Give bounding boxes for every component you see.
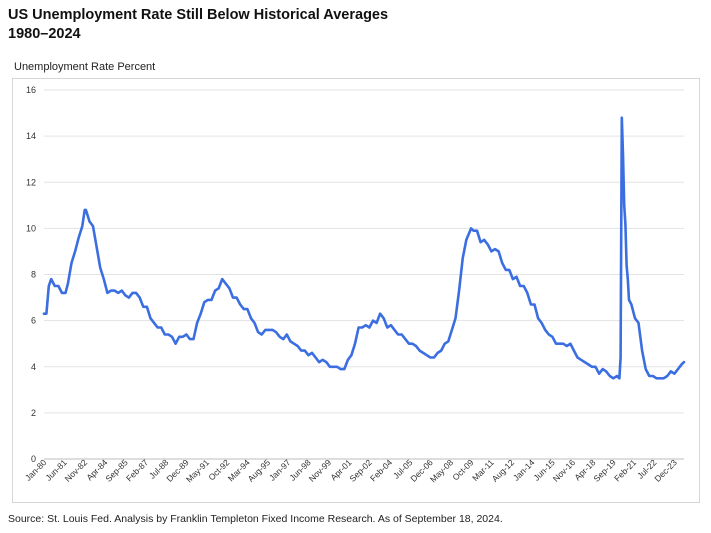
x-tick-label: Feb-87	[124, 457, 150, 483]
x-tick-label: May-91	[184, 457, 211, 484]
x-tick-label: Sep-19	[591, 457, 618, 484]
y-axis-label: Unemployment Rate Percent	[14, 61, 156, 73]
x-tick-label: Feb-21	[612, 457, 638, 483]
x-tick-labels: Jan-80Jun-81Nov-82Apr-84Sep-85Feb-87Jul-…	[23, 457, 679, 484]
gridlines	[44, 89, 684, 460]
y-tick-label: 8	[31, 270, 36, 280]
y-tick-label: 10	[26, 223, 36, 233]
chart-title-main: US Unemployment Rate Still Below Histori…	[8, 7, 389, 23]
x-tick-label: May-08	[428, 457, 455, 484]
chart-title: US Unemployment Rate Still Below Histori…	[8, 6, 688, 44]
x-tick-label: Nov-16	[551, 457, 578, 484]
x-tick-label: Jan-97	[267, 457, 293, 483]
y-tick-label: 2	[31, 408, 36, 418]
series-line	[42, 116, 686, 380]
series-lines	[42, 116, 686, 380]
x-tick-label: Sep-85	[103, 457, 130, 484]
chart-subtitle: 1980–2024	[8, 26, 81, 42]
y-tick-label: 12	[26, 177, 36, 187]
x-tick-label: Feb-04	[368, 457, 394, 483]
x-tick-label: Nov-82	[63, 457, 90, 484]
x-tick-label: Sep-02	[347, 457, 374, 484]
source-note: Source: St. Louis Fed. Analysis by Frank…	[8, 513, 503, 525]
chart-frame	[12, 78, 700, 503]
y-tick-label: 4	[31, 362, 36, 372]
y-tick-label: 14	[26, 131, 36, 141]
y-tick-labels: 0 2 4 6 8 10 12 14 16	[26, 85, 36, 464]
x-tick-label: Aug-12	[490, 457, 517, 484]
x-tick-label: Aug-95	[246, 457, 273, 484]
x-tick-label: Dec-23	[652, 457, 679, 484]
y-tick-label: 6	[31, 316, 36, 326]
x-tick-label: Nov-99	[307, 457, 334, 484]
x-tick-label: Jan-14	[511, 457, 537, 483]
y-tick-label: 0	[31, 454, 36, 464]
y-tick-label: 16	[26, 85, 36, 95]
